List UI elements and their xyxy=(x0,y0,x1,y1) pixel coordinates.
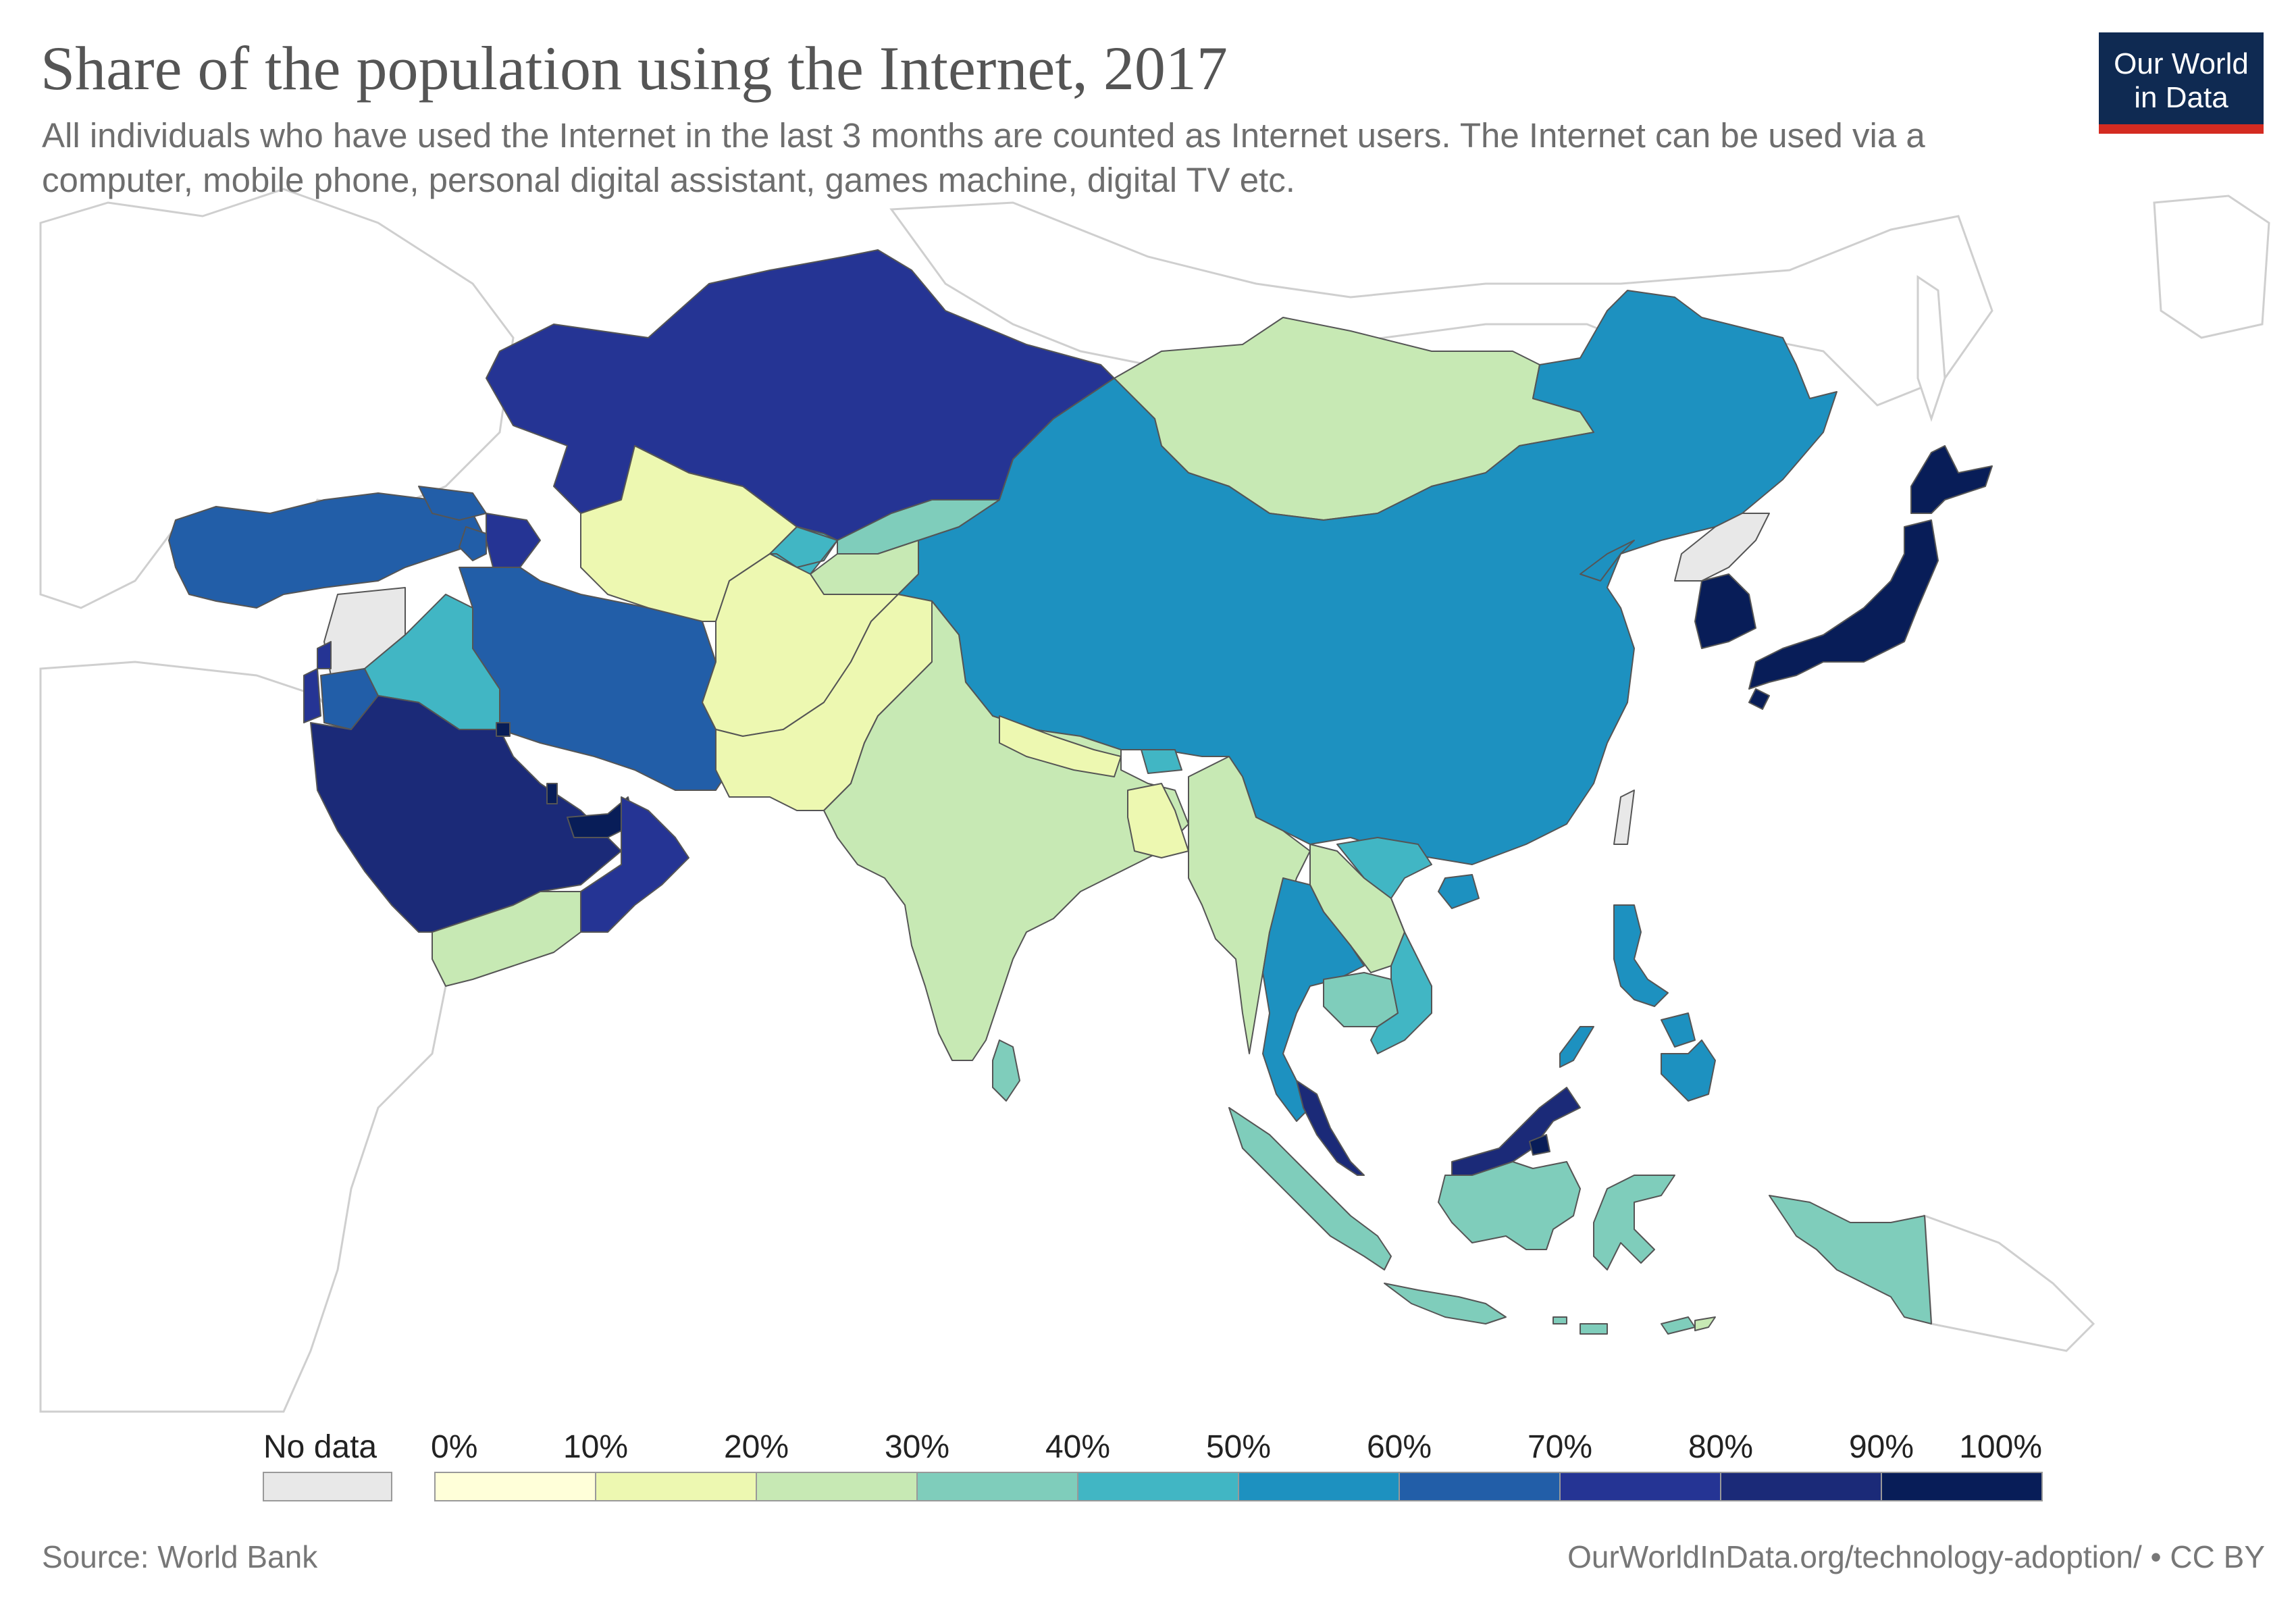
country-thailand xyxy=(1262,877,1365,1122)
country-qatar xyxy=(546,783,558,804)
country-yemen xyxy=(432,891,581,987)
country-bangladesh xyxy=(1127,783,1189,858)
logo-line-1: Our World xyxy=(2114,47,2249,80)
country-oman xyxy=(580,796,689,933)
countries xyxy=(168,249,1993,1335)
source-note: Source: World Bank xyxy=(42,1539,318,1574)
country-turkey xyxy=(168,492,487,609)
country-armenia xyxy=(459,526,487,561)
country-georgia xyxy=(418,486,487,521)
country-azerbaijan xyxy=(486,513,541,568)
country-hainan xyxy=(1438,874,1480,909)
country-cambodia xyxy=(1323,972,1399,1027)
country-bhutan xyxy=(1141,749,1182,774)
land-png xyxy=(1923,1214,2095,1352)
land-kamchatka xyxy=(2153,195,2270,339)
logo-line-2: in Data xyxy=(2134,81,2228,114)
country-kuwait xyxy=(496,722,511,737)
owid-logo[interactable]: Our World in Data xyxy=(2099,32,2264,134)
country-india xyxy=(823,600,1189,1061)
country-brunei xyxy=(1529,1134,1550,1156)
background-land xyxy=(39,188,2270,1413)
country-japan xyxy=(1748,445,1993,710)
country-timor-leste xyxy=(1694,1316,1716,1331)
country-indonesia xyxy=(1228,1107,1932,1335)
country-taiwan xyxy=(1613,790,1635,845)
land-africa xyxy=(39,661,447,1413)
country-philippines xyxy=(1559,904,1716,1102)
land-sakhalin xyxy=(1916,275,1946,422)
country-sri-lanka xyxy=(992,1039,1020,1102)
source-url-link[interactable]: OurWorldInData.org/technology-adoption/ … xyxy=(1567,1539,2265,1574)
chart-title: Share of the population using the Intern… xyxy=(41,34,1228,103)
country-israel xyxy=(303,668,321,723)
country-vietnam xyxy=(1336,837,1432,1054)
country-saudi-arabia xyxy=(310,695,622,933)
country-malaysia xyxy=(1296,1080,1581,1176)
country-nepal xyxy=(999,715,1122,777)
chart-subtitle: All individuals who have used the Intern… xyxy=(42,116,1925,199)
country-south-korea xyxy=(1694,573,1756,649)
country-north-korea xyxy=(1674,513,1770,582)
country-lebanon xyxy=(317,641,332,669)
